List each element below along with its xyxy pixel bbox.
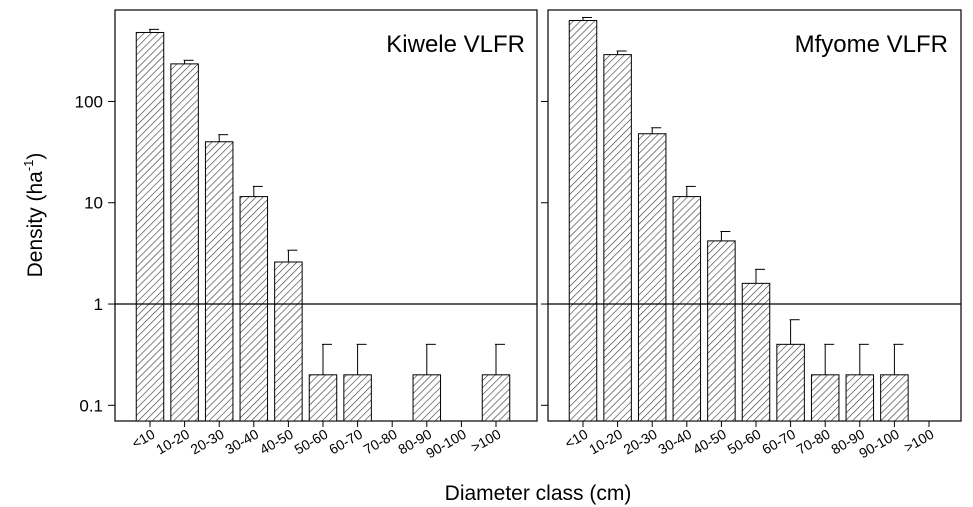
bar <box>810 374 840 422</box>
bar <box>603 54 632 422</box>
x-tick-label: >100 <box>901 426 936 456</box>
bar <box>274 261 303 422</box>
bar <box>308 374 338 422</box>
panel-title: Kiwele VLFR <box>386 31 525 58</box>
y-tick-label: 1 <box>94 295 103 314</box>
panel-kiwele: Kiwele VLFR 0.1 1 10 100 <1010-2020-3030-40… <box>75 9 538 461</box>
bar <box>568 20 598 422</box>
x-tick-label: 60-70 <box>759 426 798 458</box>
x-axis: <1010-2020-3030-4040-5050-6060-7070-8080… <box>129 421 504 461</box>
bar <box>880 374 909 422</box>
bar <box>135 31 165 422</box>
bar <box>204 141 234 422</box>
y-tick-label: 100 <box>75 92 103 111</box>
x-tick-label: 30-40 <box>222 426 261 458</box>
bars <box>135 28 511 422</box>
y-tick-label: 0.1 <box>79 396 103 415</box>
panel-mfyome: Mfyome VLFR <1010-2020-3030-4040-5050-60… <box>541 9 962 461</box>
x-tick-label: 10-20 <box>153 426 192 458</box>
x-tick-label: 50-60 <box>291 426 330 458</box>
y-axis-label: Density (ha-1) <box>21 153 47 278</box>
bar <box>481 374 511 422</box>
x-tick-label: 20-30 <box>188 426 227 458</box>
y-axis <box>541 100 548 406</box>
x-tick-label: 10-20 <box>586 426 625 458</box>
bar <box>776 343 805 422</box>
x-tick-label: >100 <box>468 426 503 456</box>
x-tick-label: 60-70 <box>326 426 365 458</box>
bar <box>343 374 372 422</box>
bar <box>707 240 736 422</box>
x-tick-label: <10 <box>129 426 158 452</box>
x-tick-label: 40-50 <box>690 426 729 458</box>
y-axis-label-sup: -1 <box>21 160 36 172</box>
bar <box>239 196 269 422</box>
x-tick-label: 20-30 <box>621 426 660 458</box>
y-axis-label-end: ) <box>24 153 47 160</box>
x-tick-label: 40-50 <box>257 426 296 458</box>
bars <box>568 16 909 422</box>
y-tick-label: 10 <box>84 194 103 213</box>
y-axis-label-text: Density (ha <box>24 171 47 278</box>
x-tick-label: 90-100 <box>856 426 902 462</box>
y-axis: 0.1 1 10 100 <box>75 92 115 415</box>
bar <box>412 374 442 422</box>
panel-title: Mfyome VLFR <box>795 31 948 58</box>
bar <box>672 196 702 422</box>
x-tick-label: <10 <box>562 426 591 452</box>
x-axis-label: Diameter class (cm) <box>445 482 632 505</box>
x-tick-label: 50-60 <box>724 426 763 458</box>
bar <box>845 374 875 422</box>
x-axis: <1010-2020-3030-4040-5050-6060-7070-8080… <box>562 421 937 461</box>
bar <box>170 63 199 422</box>
x-tick-label: 70-80 <box>794 426 833 458</box>
x-tick-label: 30-40 <box>655 426 694 458</box>
x-tick-label: 90-100 <box>423 426 469 462</box>
bar <box>637 133 667 422</box>
x-tick-label: 70-80 <box>361 426 400 458</box>
